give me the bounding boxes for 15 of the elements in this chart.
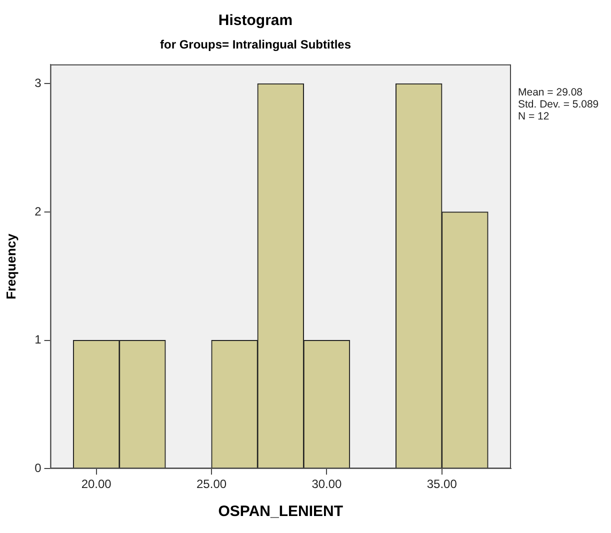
x-tick-label: 20.00 [81, 477, 112, 492]
text: N = 12 [518, 110, 550, 123]
y-tick-label: 2 [34, 204, 42, 218]
text: Mean = 29.08 [518, 86, 583, 99]
x-tick-label: 35.00 [426, 477, 458, 492]
x-axis-title: OSPAN_LENIENT [218, 503, 344, 520]
x-tick-label: 25.00 [196, 477, 227, 492]
y-axis-title: Frequency [3, 232, 18, 300]
chart-subtitle: for Groups= Intralingual Subtitles [160, 38, 352, 52]
x-tick-label: 30.00 [312, 477, 342, 492]
y-tick-label: 3 [34, 76, 42, 90]
y-tick-label: 1 [34, 332, 42, 347]
y-tick-label: 0 [34, 460, 42, 475]
text: Std. Dev. = 5.089 [518, 98, 599, 111]
chart-title: Histogram [218, 12, 293, 30]
